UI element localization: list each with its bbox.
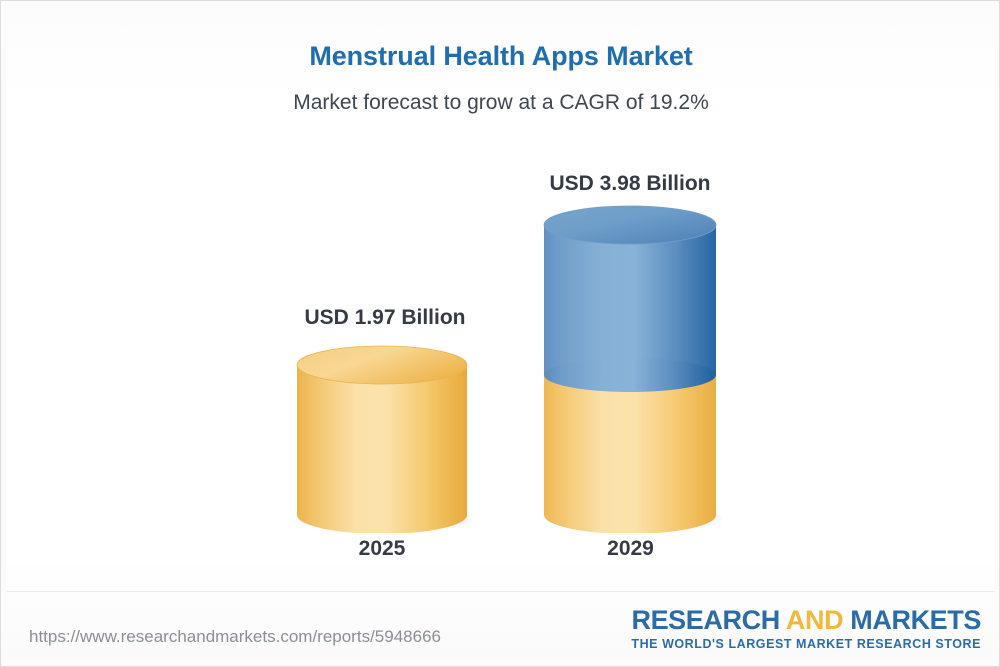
cylinder-2029-base-segment [544, 375, 716, 533]
cylinder-2029-svg [543, 205, 722, 533]
cylinder-2025-top [297, 346, 467, 384]
brand-logo-research: RESEARCH [631, 605, 786, 635]
bar-cylinder-2029 [539, 203, 722, 533]
category-label-2025: 2025 [358, 537, 406, 560]
report-url[interactable]: https://www.researchandmarkets.com/repor… [29, 627, 441, 646]
brand-logo-name: RESEARCH AND MARKETS [631, 607, 981, 634]
page-title: Menstrual Health Apps Market [309, 41, 693, 71]
value-label-2025: USD 1.97 Billion [304, 306, 466, 329]
cylinder-2029-top [544, 206, 716, 244]
cylinder-2025-svg [296, 345, 472, 533]
cylinder-2029-top-rim [543, 205, 717, 245]
brand-logo: RESEARCH AND MARKETS THE WORLD'S LARGEST… [631, 607, 981, 651]
cylinder-2025-top-rim [296, 345, 468, 385]
brand-logo-tagline: THE WORLD'S LARGEST MARKET RESEARCH STOR… [631, 637, 981, 651]
value-label-2029: USD 3.98 Billion [549, 172, 711, 195]
chart-canvas: Menstrual Health Apps Market Market fore… [7, 7, 995, 662]
plot-area: USD 1.97 Billion [7, 7, 995, 607]
brand-logo-and: AND [785, 605, 844, 635]
page-subtitle: Market forecast to grow at a CAGR of 19.… [293, 91, 709, 114]
category-label-2029: 2029 [607, 537, 654, 560]
brand-logo-markets: MARKETS [843, 605, 981, 635]
bar-cylinder-2025 [292, 343, 472, 533]
cylinder-2029-growth-segment [544, 225, 716, 392]
cylinder-2025-side [297, 365, 467, 533]
footer-divider [7, 591, 995, 592]
